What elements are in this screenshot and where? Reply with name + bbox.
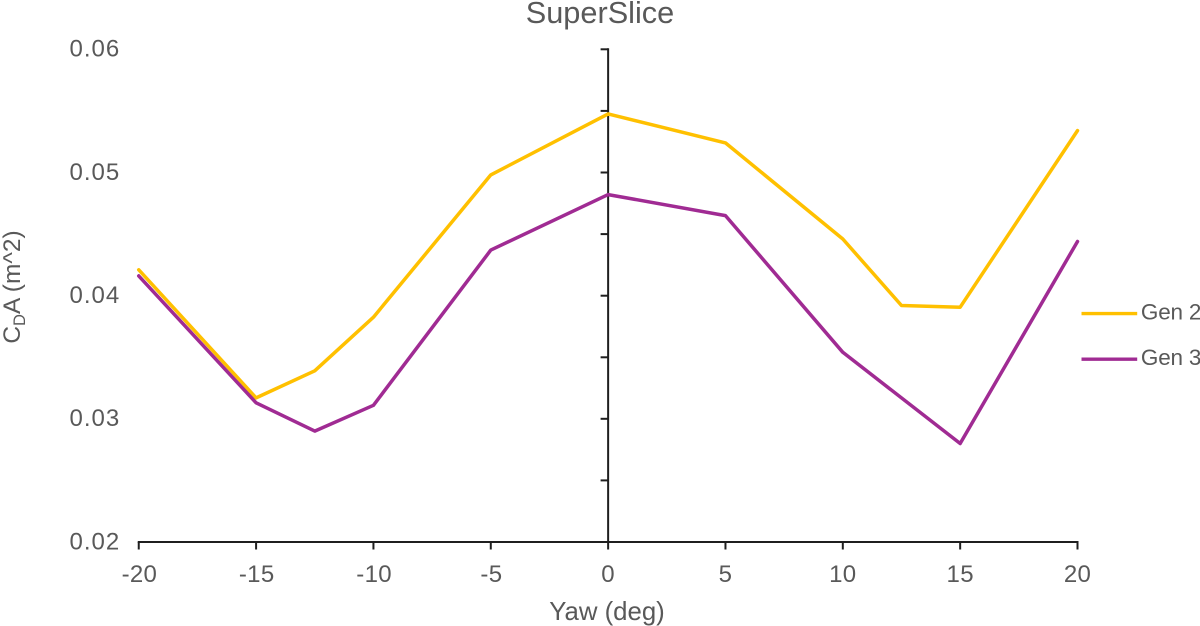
svg-text:0.03: 0.03 [69,405,120,432]
svg-text:-15: -15 [239,561,275,588]
svg-text:CDA (m^2): CDA (m^2) [0,230,29,343]
svg-text:-5: -5 [480,561,502,588]
svg-text:0.02: 0.02 [69,528,120,555]
svg-text:20: 20 [1064,561,1091,588]
svg-text:0: 0 [601,561,615,588]
svg-text:15: 15 [947,561,974,588]
svg-text:-20: -20 [122,561,158,588]
svg-text:10: 10 [829,561,856,588]
svg-text:Yaw (deg): Yaw (deg) [549,596,665,626]
svg-text:SuperSlice: SuperSlice [526,0,675,30]
svg-text:Gen 3: Gen 3 [1141,345,1200,370]
svg-text:-10: -10 [356,561,392,588]
svg-text:0.04: 0.04 [69,282,120,309]
svg-text:0.06: 0.06 [69,36,120,63]
svg-text:5: 5 [719,561,733,588]
svg-text:Gen 2: Gen 2 [1141,300,1200,325]
svg-text:0.05: 0.05 [69,159,120,186]
